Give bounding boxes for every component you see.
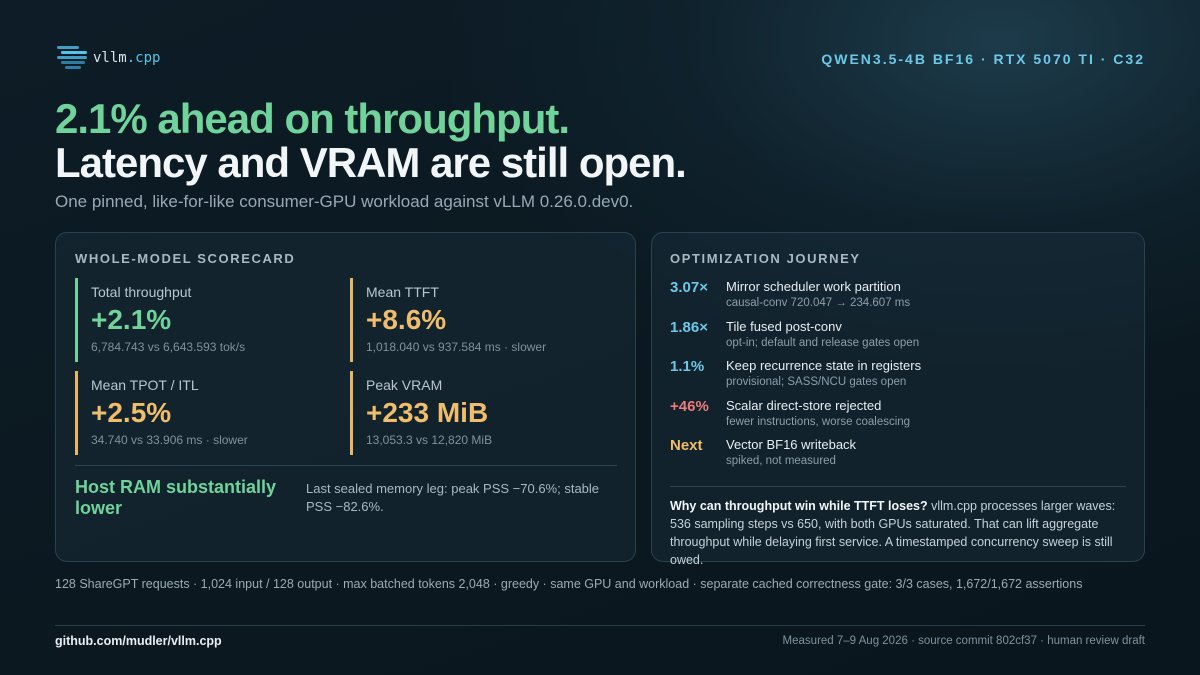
scorecard: WHOLE-MODEL SCORECARD Total throughput +… (55, 232, 636, 562)
metric: Mean TPOT / ITL +2.5% 34.740 vs 33.906 m… (75, 371, 325, 455)
note-lead: Why can throughput win while TTFT loses? (670, 499, 928, 513)
headline-primary: 2.1% ahead on throughput. (55, 95, 570, 142)
step-title: Tile fused post-conv (726, 319, 842, 334)
metric: Total throughput +2.1% 6,784.743 vs 6,64… (75, 278, 325, 362)
step-detail: fewer instructions, worse coalescing (726, 416, 911, 428)
footer-rule (55, 625, 1145, 626)
journey-title: OPTIMIZATION JOURNEY (670, 251, 861, 266)
step-badge: 3.07× (670, 279, 708, 296)
note-text: vllm.cpp processes larger waves: 536 sam… (670, 499, 1116, 567)
step-title: Vector BF16 writeback (726, 437, 857, 452)
journey: OPTIMIZATION JOURNEY 3.07× Mirror schedu… (651, 232, 1145, 567)
metric-label: Mean TTFT (366, 284, 439, 300)
step-badge: 1.86× (670, 319, 708, 336)
footer-meta: Measured 7–9 Aug 2026 · source commit 80… (782, 635, 1145, 647)
repo-link: github.com/mudler/vllm.cpp (55, 634, 222, 648)
metric-detail: 13,053.3 vs 12,820 MiB (366, 433, 493, 447)
metric-detail: 6,784.743 vs 6,643.593 tok/s (91, 340, 246, 354)
metric: Mean TTFT +8.6% 1,018.040 vs 937.584 ms … (350, 278, 600, 362)
step-detail: causal-conv 720.047 → 234.607 ms (726, 297, 911, 309)
host-ram-detail: Last sealed memory leg: peak PSS −70.6%;… (306, 481, 600, 514)
step-badge: 1.1% (670, 358, 705, 375)
logo-accent: .cpp (126, 50, 161, 66)
step-detail: opt-in; default and release gates open (726, 337, 920, 349)
metric-value: +2.5% (91, 397, 172, 428)
journey-step: 1.1% Keep recurrence state in registers … (670, 358, 1130, 398)
metric-value: +2.1% (91, 304, 172, 335)
divider (670, 486, 1126, 487)
step-badge: +46% (670, 398, 709, 415)
headline-secondary: Latency and VRAM are still open. (55, 139, 687, 186)
step-detail: provisional; SASS/NCU gates open (726, 376, 907, 388)
metric-label: Mean TPOT / ITL (91, 377, 199, 393)
step-badge: Next (670, 437, 703, 454)
step-title: Scalar direct-store rejected (726, 398, 882, 413)
metric-value: +8.6% (366, 304, 447, 335)
step-title: Mirror scheduler work partition (726, 279, 901, 294)
metric-detail: 1,018.040 vs 937.584 ms · slower (366, 340, 547, 354)
metric-label: Peak VRAM (366, 377, 443, 393)
journey-step: 3.07× Mirror scheduler work partition ca… (670, 279, 1130, 319)
journey-step: 1.86× Tile fused post-conv opt-in; defau… (670, 319, 1130, 359)
host-ram-title: Host RAM substantially lower (75, 477, 277, 518)
journey-step: Next Vector BF16 writeback spiked, not m… (670, 437, 1130, 477)
scorecard-title: WHOLE-MODEL SCORECARD (75, 251, 296, 266)
step-detail: spiked, not measured (726, 455, 836, 467)
step-title: Keep recurrence state in registers (726, 358, 922, 373)
subtitle: One pinned, like-for-like consumer-GPU w… (55, 192, 634, 211)
metric-value: +233 MiB (366, 397, 489, 428)
footnote: 128 ShareGPT requests · 1,024 input / 12… (55, 577, 1083, 591)
metric-label: Total throughput (91, 284, 192, 300)
journey-note: Why can throughput win while TTFT loses?… (670, 497, 1130, 569)
journey-step: +46% Scalar direct-store rejected fewer … (670, 398, 1130, 438)
metric-detail: 34.740 vs 33.906 ms · slower (91, 433, 248, 447)
divider (75, 465, 617, 466)
logo: vllm.cpp (93, 50, 160, 66)
logo-icon (57, 46, 87, 69)
run-tag: QWEN3.5-4B BF16 · RTX 5070 TI · C32 (821, 51, 1145, 67)
metric: Peak VRAM +233 MiB 13,053.3 vs 12,820 Mi… (350, 371, 600, 455)
logo-text: vllm (93, 50, 127, 66)
